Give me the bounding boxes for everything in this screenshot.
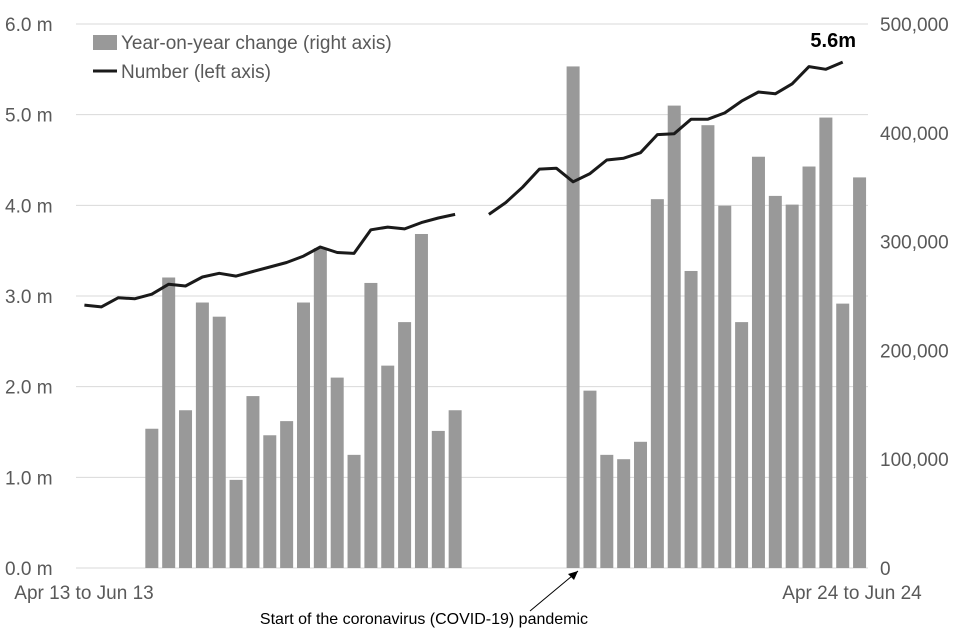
bar — [212, 316, 226, 568]
bar — [246, 396, 260, 568]
bar — [566, 66, 580, 568]
line-segment — [84, 212, 456, 309]
bar — [398, 322, 412, 568]
bar — [819, 117, 833, 569]
right-tick-label: 100,000 — [880, 450, 949, 471]
end-value-label: 5.6m — [810, 30, 856, 52]
gridlines — [76, 23, 868, 569]
bar — [229, 479, 243, 568]
bar — [617, 459, 631, 568]
bar — [145, 428, 159, 568]
bar — [313, 248, 327, 569]
right-axis: 0 100,000 200,000 300,000 400,000 500,000 — [880, 15, 949, 580]
bar — [650, 199, 664, 568]
left-axis: 0.0 m 1.0 m 2.0 m 3.0 m 4.0 m 5.0 m 6.0 m — [5, 15, 53, 580]
bar — [684, 270, 698, 568]
bar — [296, 302, 310, 568]
bar — [667, 105, 681, 568]
legend-bar-label: Year-on-year change (right axis) — [121, 33, 392, 54]
bar — [431, 430, 445, 568]
bar — [414, 233, 428, 568]
left-tick-label: 4.0 m — [5, 196, 53, 217]
annotation-arrowhead — [568, 571, 578, 580]
bar — [263, 435, 277, 568]
bar — [583, 390, 597, 568]
left-tick-label: 6.0 m — [5, 15, 53, 36]
bar — [735, 322, 749, 568]
bar — [280, 421, 294, 568]
bar-series — [145, 66, 867, 569]
right-tick-label: 300,000 — [880, 233, 949, 254]
legend-bar-swatch — [93, 35, 117, 50]
bar — [785, 204, 799, 568]
right-tick-label: 200,000 — [880, 341, 949, 362]
bar — [448, 410, 462, 568]
bar — [768, 195, 782, 569]
line-segment — [488, 60, 844, 216]
x-end-label: Apr 24 to Jun 24 — [782, 583, 922, 604]
bar — [718, 205, 732, 569]
bar — [381, 365, 395, 568]
bar — [347, 454, 361, 568]
bar — [179, 410, 193, 568]
legend-line-label: Number (left axis) — [121, 62, 271, 83]
right-tick-label: 0 — [880, 559, 891, 580]
left-tick-label: 3.0 m — [5, 287, 53, 308]
bar — [853, 177, 867, 568]
bar — [751, 156, 765, 568]
pandemic-annotation: Start of the coronavirus (COVID-19) pand… — [260, 570, 588, 628]
legend: Year-on-year change (right axis) Number … — [93, 33, 392, 83]
right-tick-label: 500,000 — [880, 15, 949, 36]
line-series — [84, 60, 844, 309]
annotation-text: Start of the coronavirus (COVID-19) pand… — [260, 611, 588, 628]
left-tick-label: 0.0 m — [5, 559, 53, 580]
left-tick-label: 1.0 m — [5, 468, 53, 489]
annotation-arrow — [529, 570, 579, 612]
bar — [600, 454, 614, 568]
bar — [195, 302, 209, 568]
x-start-label: Apr 13 to Jun 13 — [14, 583, 153, 604]
bar — [330, 377, 344, 568]
left-tick-label: 5.0 m — [5, 106, 53, 127]
bar — [364, 282, 378, 568]
bar — [701, 125, 715, 569]
left-tick-label: 2.0 m — [5, 378, 53, 399]
bar — [162, 277, 176, 568]
bar — [634, 441, 648, 568]
bar — [802, 166, 816, 568]
right-tick-label: 400,000 — [880, 124, 949, 145]
bar — [836, 303, 850, 568]
